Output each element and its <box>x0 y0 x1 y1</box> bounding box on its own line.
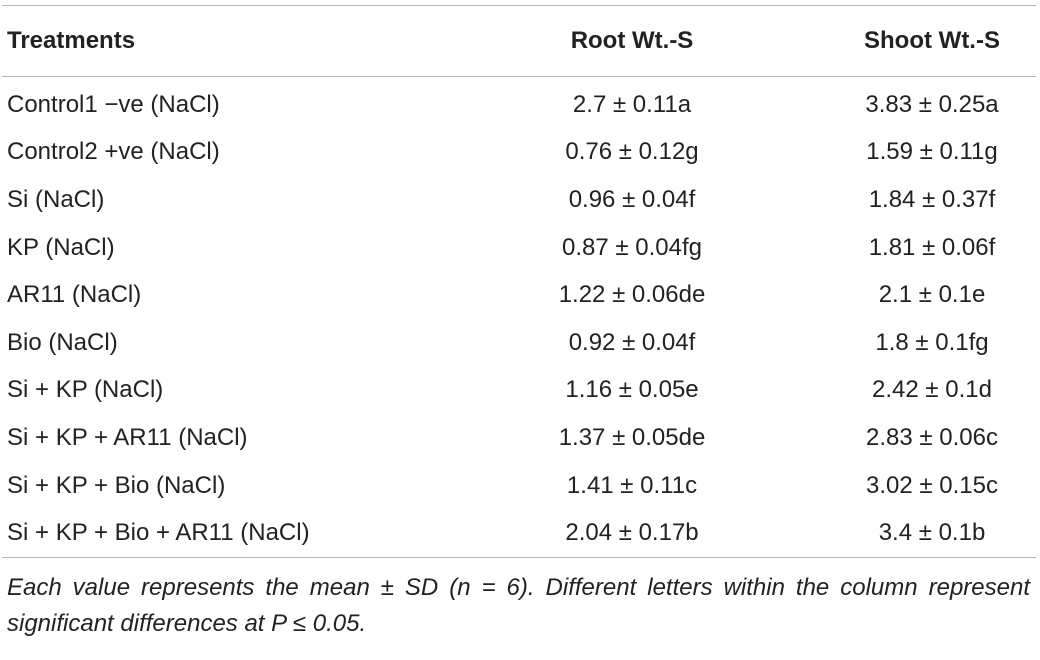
cell-root-weight: 2.04 ± 0.17b <box>565 519 699 547</box>
cell-treatment: AR11 (NaCl) <box>7 281 142 309</box>
cell-shoot-weight: 2.83 ± 0.06c <box>866 423 998 451</box>
cell-treatment: Si + KP (NaCl) <box>7 376 164 404</box>
table-top-rule <box>2 5 1036 6</box>
cell-shoot-weight: 2.1 ± 0.1e <box>878 281 986 309</box>
cell-shoot-weight: 1.84 ± 0.37f <box>868 185 996 213</box>
table-row: Si + KP + AR11 (NaCl) 1.37 ± 0.05de 2.83… <box>0 414 1040 462</box>
table-footnote: Each value represents the mean ± SD (n =… <box>7 573 1030 637</box>
cell-shoot-weight: 3.02 ± 0.15c <box>866 471 998 499</box>
cell-root-weight: 0.76 ± 0.12g <box>565 138 699 166</box>
cell-shoot-weight: 3.83 ± 0.25a <box>865 90 999 118</box>
table-row: Si + KP + Bio + AR11 (NaCl) 2.04 ± 0.17b… <box>0 509 1040 557</box>
cell-root-weight: 1.16 ± 0.05e <box>565 376 699 404</box>
cell-shoot-weight: 1.59 ± 0.11g <box>866 138 998 166</box>
table-bottom-rule <box>2 556 1036 558</box>
cell-treatment: Si + KP + Bio + AR11 (NaCl) <box>7 519 310 547</box>
table-row: Si (NaCl) 0.96 ± 0.04f 1.84 ± 0.37f <box>0 176 1040 224</box>
header-bottom-rule <box>2 76 1036 77</box>
cell-shoot-weight: 1.81 ± 0.06f <box>868 233 996 261</box>
cell-treatment: KP (NaCl) <box>7 233 115 261</box>
cell-treatment: Control1 −ve (NaCl) <box>7 90 220 118</box>
table-row: Si + KP + Bio (NaCl) 1.41 ± 0.11c 3.02 ±… <box>0 462 1040 510</box>
table-row: Control1 −ve (NaCl) 2.7 ± 0.11a 3.83 ± 0… <box>0 77 1040 129</box>
table-row: Bio (NaCl) 0.92 ± 0.04f 1.8 ± 0.1fg <box>0 319 1040 367</box>
cell-root-weight: 1.37 ± 0.05de <box>558 423 706 451</box>
table-body: Control1 −ve (NaCl) 2.7 ± 0.11a 3.83 ± 0… <box>0 77 1040 557</box>
header-root-weight: Root Wt.-S <box>570 27 694 54</box>
cell-treatment: Si + KP + AR11 (NaCl) <box>7 423 248 451</box>
cell-root-weight: 0.92 ± 0.04f <box>568 328 696 356</box>
header-row: Treatments Root Wt.-S Shoot Wt.-S <box>0 6 1040 76</box>
cell-shoot-weight: 2.42 ± 0.1d <box>872 376 992 404</box>
cell-treatment: Control2 +ve (NaCl) <box>7 138 220 166</box>
cell-shoot-weight: 3.4 ± 0.1b <box>878 519 986 547</box>
header-treatments: Treatments <box>7 27 136 54</box>
cell-root-weight: 1.41 ± 0.11c <box>566 471 698 499</box>
cell-shoot-weight: 1.8 ± 0.1fg <box>875 328 989 356</box>
cell-root-weight: 0.96 ± 0.04f <box>568 185 696 213</box>
header-shoot-weight: Shoot Wt.-S <box>864 27 1000 54</box>
data-table-body: Control1 −ve (NaCl) 2.7 ± 0.11a 3.83 ± 0… <box>0 77 1040 557</box>
table-header: Treatments Root Wt.-S Shoot Wt.-S <box>0 6 1040 76</box>
table-row: KP (NaCl) 0.87 ± 0.04fg 1.81 ± 0.06f <box>0 224 1040 272</box>
table-row: Si + KP (NaCl) 1.16 ± 0.05e 2.42 ± 0.1d <box>0 367 1040 415</box>
table-row: AR11 (NaCl) 1.22 ± 0.06de 2.1 ± 0.1e <box>0 271 1040 319</box>
cell-treatment: Bio (NaCl) <box>7 328 118 356</box>
cell-root-weight: 2.7 ± 0.11a <box>572 90 692 118</box>
cell-treatment: Si (NaCl) <box>7 185 105 213</box>
cell-root-weight: 0.87 ± 0.04fg <box>562 233 702 261</box>
cell-root-weight: 1.22 ± 0.06de <box>558 281 706 309</box>
data-table: Treatments Root Wt.-S Shoot Wt.-S <box>0 6 1040 76</box>
cell-treatment: Si + KP + Bio (NaCl) <box>7 471 226 499</box>
table-row: Control2 +ve (NaCl) 0.76 ± 0.12g 1.59 ± … <box>0 129 1040 177</box>
data-table-container: Treatments Root Wt.-S Shoot Wt.-S Contro… <box>0 5 1040 637</box>
